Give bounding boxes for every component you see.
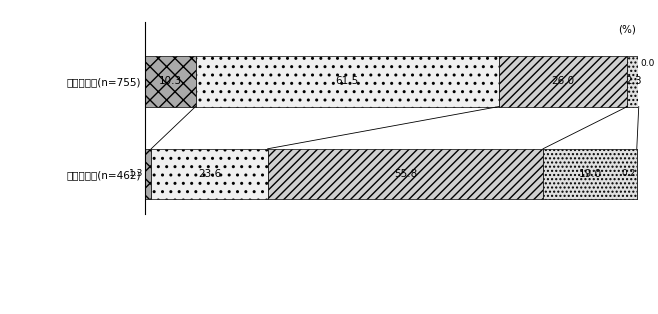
Text: 10.3: 10.3 — [159, 76, 182, 86]
Bar — [268, 149, 543, 199]
Text: 19.0: 19.0 — [578, 169, 601, 179]
Text: 0.0: 0.0 — [640, 59, 655, 68]
Bar — [145, 56, 195, 106]
Text: 55.8: 55.8 — [393, 169, 417, 179]
Bar — [637, 149, 638, 199]
Bar — [195, 56, 499, 106]
Bar — [145, 149, 151, 199]
Bar — [628, 56, 639, 106]
Text: 0.2: 0.2 — [621, 169, 636, 178]
Text: 61.5: 61.5 — [336, 76, 359, 86]
Bar — [543, 149, 637, 199]
Text: 23.6: 23.6 — [198, 169, 221, 179]
Legend: よく知って
いる, 多少は
知っている, あまり
知らない, 全く
知らない, 無回答: よく知って いる, 多少は 知っている, あまり 知らない, 全く 知らない, … — [266, 310, 536, 314]
Text: 2.3: 2.3 — [624, 76, 642, 86]
Bar — [499, 56, 628, 106]
Text: 1.3: 1.3 — [129, 169, 143, 178]
Text: (%): (%) — [618, 24, 636, 35]
Text: 26.0: 26.0 — [551, 76, 575, 86]
Bar — [151, 149, 268, 199]
